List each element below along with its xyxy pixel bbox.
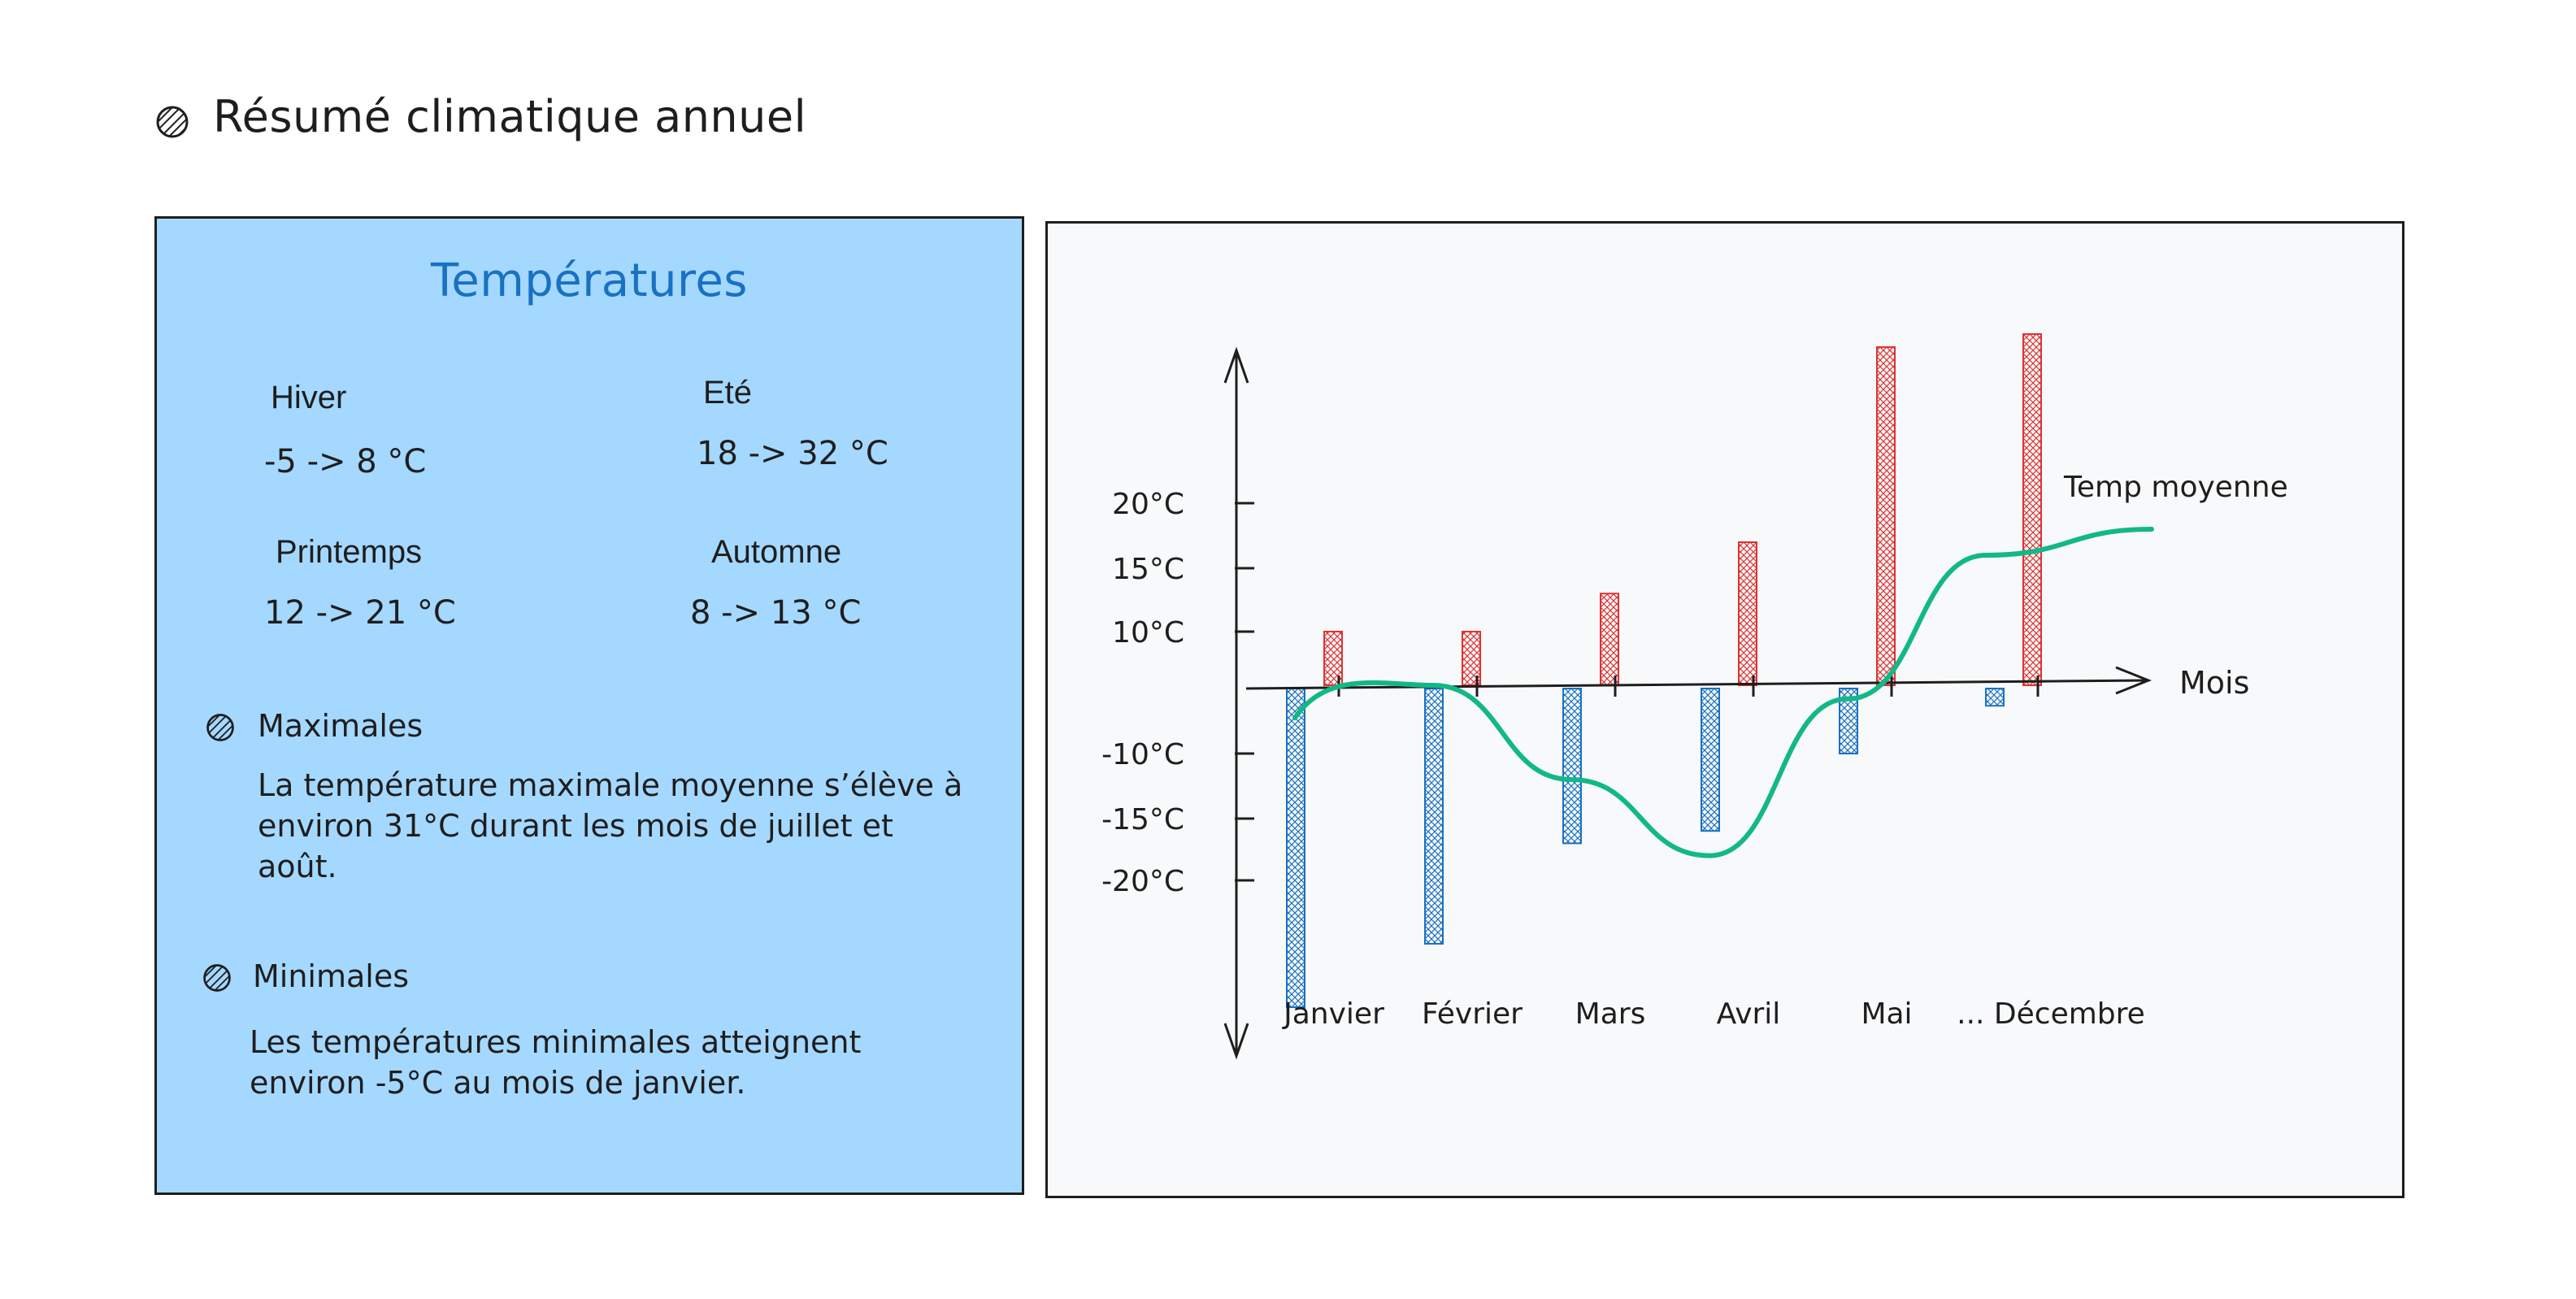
y-tick-label: -20°C (1101, 865, 1184, 898)
category-label: Avril (1717, 997, 1781, 1031)
category-label: Février (1422, 997, 1523, 1031)
maximales-heading: Maximales (258, 708, 424, 744)
category-label: Mars (1575, 997, 1646, 1031)
x-axis-arrow (2115, 666, 2152, 695)
max-temp-bar (1738, 541, 1757, 686)
y-tick-label: -10°C (1101, 738, 1184, 771)
season-name-summer: Eté (703, 375, 753, 411)
x-axis-label: Mois (2179, 665, 2249, 701)
season-name-winter: Hiver (271, 380, 347, 415)
average-temp-line (1292, 527, 2154, 858)
x-axis (1245, 679, 2148, 690)
temperature-summary-card: Températures Hiver -5 -> 8 °C Eté 18 -> … (154, 216, 1024, 1195)
y-tick-label: 15°C (1112, 553, 1184, 586)
min-temp-bar (1839, 688, 1858, 754)
maximales-bullet-icon (206, 714, 234, 741)
minimales-heading: Minimales (253, 958, 410, 994)
minimales-bullet-icon (203, 964, 231, 992)
y-axis-arrow-down (1223, 1023, 1249, 1060)
max-temp-bar (1876, 346, 1896, 686)
min-temp-bar (1701, 688, 1720, 832)
category-label: Mai (1861, 997, 1912, 1031)
max-temp-bar (2022, 333, 2042, 686)
max-temp-bar (1323, 631, 1343, 686)
category-label: Janvier (1282, 997, 1384, 1031)
min-temp-bar (1985, 688, 2005, 707)
min-temp-bar (1562, 688, 1582, 845)
temperature-chart: 20°C 15°C 10°C -10°C -15°C -20°C Temp moyenne M… (1101, 333, 2288, 1060)
maximales-text: La température maximale moyenne s’élève … (258, 767, 963, 884)
min-temp-bar (1286, 688, 1305, 1008)
season-name-spring: Printemps (276, 534, 423, 570)
season-range-summer: 18 -> 32 °C (697, 435, 888, 472)
category-label: ... Décembre (1957, 997, 2145, 1031)
y-tick-label: 10°C (1112, 616, 1184, 650)
y-axis-arrow-up (1223, 346, 1249, 384)
max-temp-bar (1600, 593, 1619, 687)
card-heading: Températures (431, 254, 748, 307)
season-range-spring: 12 -> 21 °C (264, 594, 456, 632)
min-temp-bar (1424, 688, 1444, 945)
y-tick-label: -15°C (1101, 803, 1184, 836)
page-title: Résumé climatique annuel (213, 91, 807, 142)
season-range-winter: -5 -> 8 °C (264, 443, 427, 480)
title-bullet-icon (156, 106, 189, 138)
season-name-autumn: Automne (711, 534, 842, 570)
line-series-label: Temp moyenne (2063, 471, 2288, 504)
y-tick-label: 20°C (1112, 488, 1184, 521)
season-range-autumn: 8 -> 13 °C (690, 594, 862, 632)
minimales-text: Les températures minimales atteignent en… (250, 1024, 862, 1101)
temperature-chart-panel: 20°C 15°C 10°C -10°C -15°C -20°C Temp moyenne M… (1045, 221, 2404, 1198)
